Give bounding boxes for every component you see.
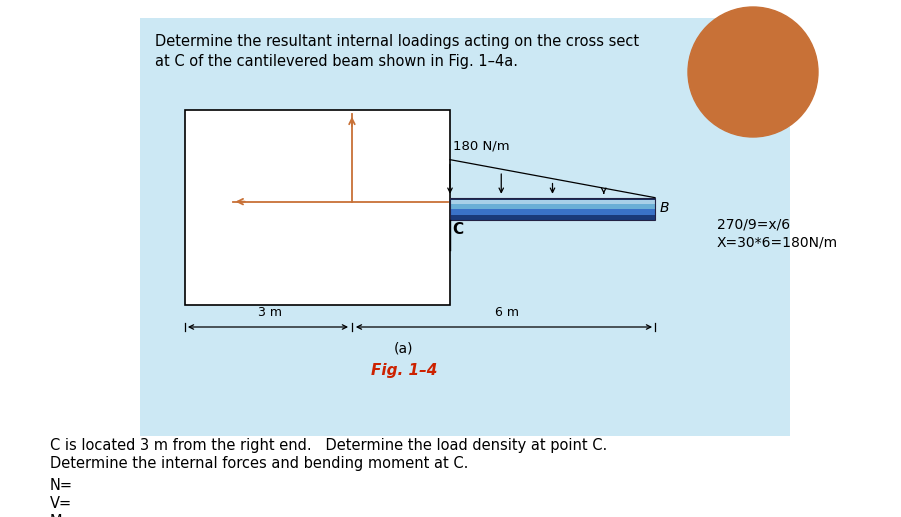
Bar [450, 204, 655, 209]
Text: 3 m: 3 m [259, 306, 283, 319]
Text: at C of the cantilevered beam shown in Fig. 1–4a.: at C of the cantilevered beam shown in F… [155, 54, 518, 69]
Bar [185, 110, 450, 305]
Bar [450, 215, 655, 220]
Text: 6 m: 6 m [496, 306, 520, 319]
Text: (a): (a) [394, 341, 414, 355]
Bar [450, 197, 655, 220]
Text: X=30*6=180N/m: X=30*6=180N/m [717, 236, 838, 250]
Text: Fig. 1–4: Fig. 1–4 [370, 363, 437, 378]
Circle shape [688, 7, 818, 137]
Text: N=: N= [50, 478, 73, 493]
Bar [140, 18, 790, 436]
Text: Determine the resultant internal loadings acting on the cross sect: Determine the resultant internal loading… [155, 34, 639, 49]
Text: 180 N/m: 180 N/m [453, 140, 510, 153]
Text: B: B [660, 201, 669, 215]
Text: C is located 3 m from the right end.   Determine the load density at point C.: C is located 3 m from the right end. Det… [50, 438, 607, 453]
Text: C: C [452, 222, 463, 237]
Bar [450, 200, 655, 204]
Text: Determine the internal forces and bending moment at C.: Determine the internal forces and bendin… [50, 456, 469, 471]
Text: 270/9=x/6: 270/9=x/6 [717, 217, 790, 231]
Bar [450, 197, 655, 200]
Bar [450, 209, 655, 215]
Text: V=: V= [50, 496, 72, 511]
Text: Mc=: Mc= [50, 514, 83, 517]
